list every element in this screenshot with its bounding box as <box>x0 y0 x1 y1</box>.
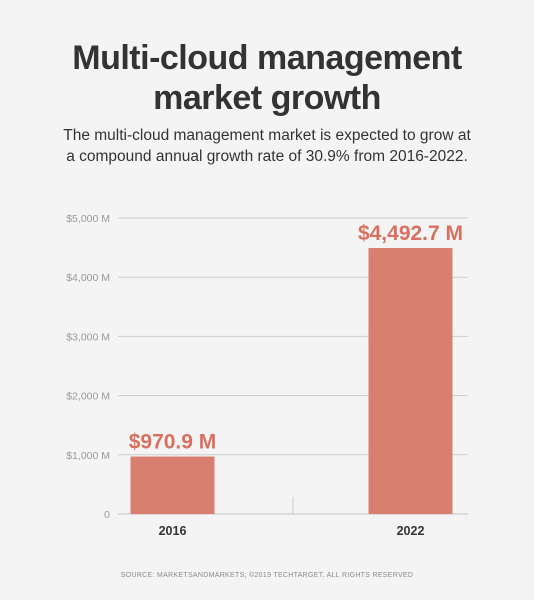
chart-title: Multi-cloud management market growth <box>0 38 534 118</box>
y-tick-label-2: $2,000 M <box>66 391 110 403</box>
bar-2016 <box>130 456 215 514</box>
x-tick-label-2022: 2022 <box>397 524 425 538</box>
y-tick-label-3: $3,000 M <box>66 331 110 343</box>
chart-title-line-1: Multi-cloud management <box>72 39 462 77</box>
y-tick-label-1: $1,000 M <box>66 450 110 462</box>
data-label-2022: $4,492.7 M <box>358 222 463 245</box>
chart-subtitle-line-2: a compound annual growth rate of 30.9% f… <box>66 148 468 165</box>
x-tick-label-2016: 2016 <box>159 524 187 538</box>
data-label-2016: $970.9 M <box>129 431 217 454</box>
chart-title-line-2: market growth <box>153 79 381 117</box>
y-tick-label-0: 0 <box>104 509 110 521</box>
chart-subtitle: The multi-cloud management market is exp… <box>20 125 514 167</box>
chart-subtitle-line-1: The multi-cloud management market is exp… <box>63 127 471 144</box>
bar-2022 <box>368 248 453 514</box>
source-note: SOURCE: MARKETSANDMARKETS; ©2019 TECHTAR… <box>120 572 414 579</box>
y-tick-label-5: $5,000 M <box>66 213 110 225</box>
y-tick-label-4: $4,000 M <box>66 272 110 284</box>
